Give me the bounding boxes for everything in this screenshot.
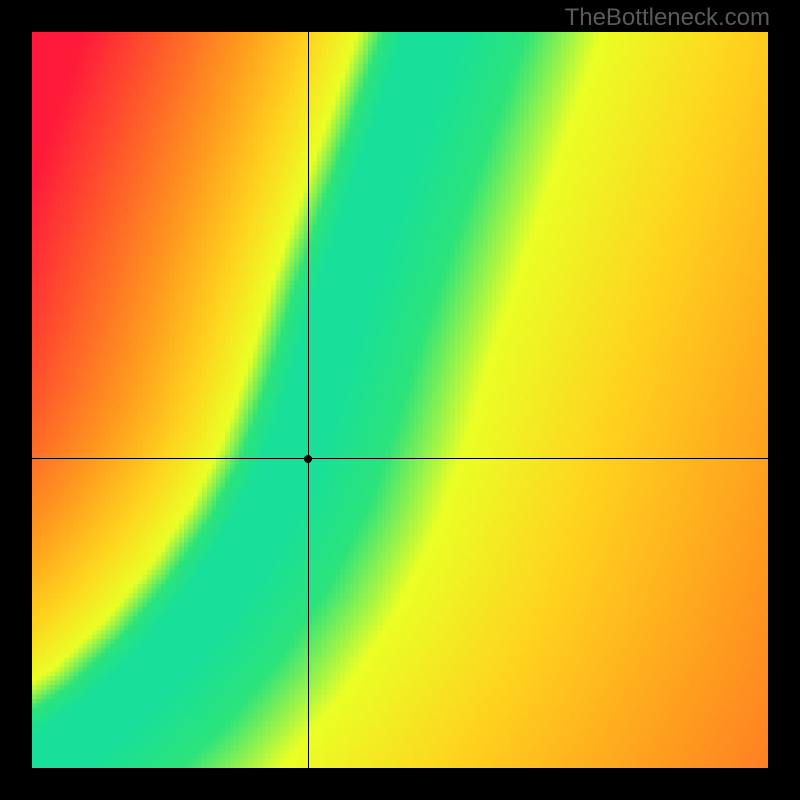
chart-container: TheBottleneck.com	[0, 0, 800, 800]
crosshair-marker	[304, 455, 312, 463]
crosshair-vertical	[308, 32, 309, 768]
watermark-text: TheBottleneck.com	[565, 4, 770, 32]
heatmap-canvas	[32, 32, 768, 768]
crosshair-horizontal	[32, 458, 768, 459]
